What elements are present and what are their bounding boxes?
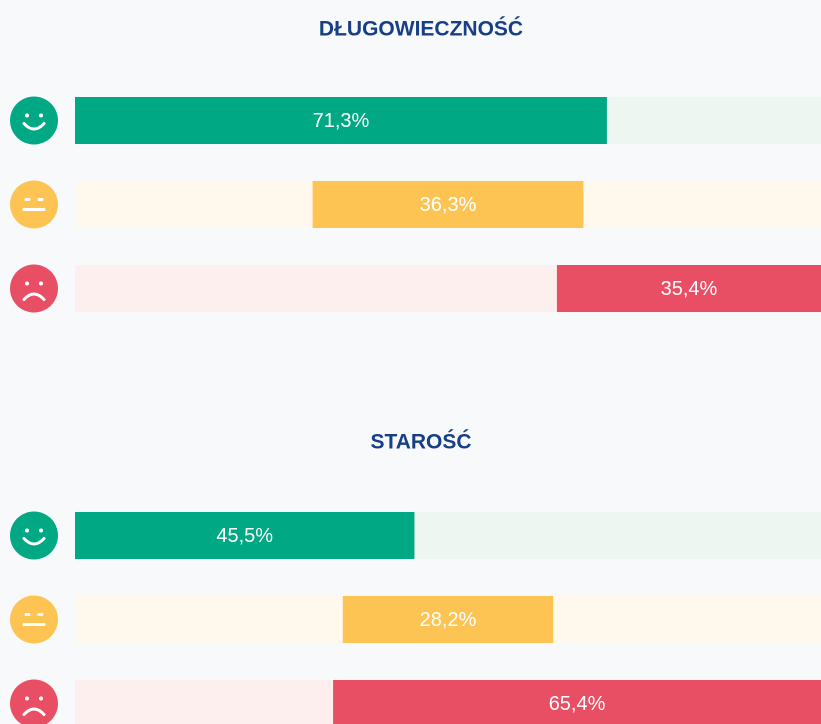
face-icon <box>10 264 58 313</box>
value-label: 71,3% <box>313 110 370 132</box>
value-label: 45,5% <box>216 525 273 547</box>
face-feature <box>22 292 46 301</box>
face-feature <box>39 528 43 533</box>
face-feature <box>22 537 46 546</box>
face-feature <box>39 113 43 118</box>
face-feature <box>25 281 29 286</box>
bar <box>556 265 821 312</box>
face-feature <box>22 122 46 131</box>
face-feature <box>25 696 29 701</box>
value-label: 36,3% <box>420 194 477 216</box>
face-feature <box>25 528 29 533</box>
bar <box>333 680 821 724</box>
face-icon <box>10 96 58 145</box>
bar <box>75 97 607 144</box>
chart-title: DŁUGOWIECZNOŚĆ <box>319 17 523 41</box>
face-feature <box>39 281 43 286</box>
face-icon <box>10 180 58 229</box>
bar <box>342 596 554 643</box>
bar <box>312 181 584 228</box>
chart-title: STAROŚĆ <box>370 430 471 454</box>
face-feature <box>39 696 43 701</box>
face-icon <box>10 595 58 644</box>
value-label: 35,4% <box>661 278 718 300</box>
face-icon <box>10 679 58 724</box>
face-icon <box>10 511 58 560</box>
value-label: 65,4% <box>549 693 606 715</box>
face-feature <box>25 113 29 118</box>
bar <box>75 512 415 559</box>
value-label: 28,2% <box>420 609 477 631</box>
face-feature <box>22 707 46 716</box>
